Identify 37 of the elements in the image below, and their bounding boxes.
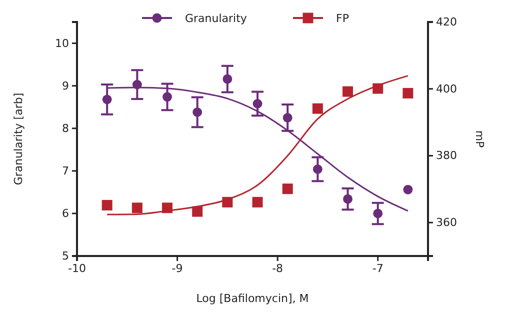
point (192, 206, 203, 217)
point (282, 184, 293, 194)
x-tick-label: -10 (68, 262, 86, 275)
point (312, 164, 322, 174)
y-tick-label: 9 (62, 79, 69, 92)
x-tick-label: -7 (372, 262, 384, 275)
y-tick-label: 5 (62, 250, 69, 263)
y2-tick-label: 420 (436, 16, 457, 29)
y2-tick-label: 380 (436, 149, 457, 162)
y2-tick-label: 360 (436, 216, 457, 230)
legend-label: Granularity (185, 12, 248, 25)
point (162, 92, 172, 102)
point (312, 103, 323, 114)
point (373, 208, 383, 218)
y-tick-label: 7 (62, 164, 69, 178)
point (222, 74, 232, 84)
x-tick-label: -8 (272, 262, 284, 275)
point (342, 86, 354, 97)
y-axis-title: Granularity [arb] (12, 92, 25, 186)
y-tick-label: 6 (62, 206, 69, 220)
point (192, 107, 202, 117)
y2-tick-label: 400 (436, 82, 457, 96)
x-axis-title: Log [Bafilomycin], M (196, 292, 309, 305)
y2-axis-title: mP (473, 130, 486, 148)
point (102, 94, 112, 104)
point (102, 200, 112, 210)
point (282, 113, 292, 122)
y-tick-label: 10 (55, 36, 69, 50)
point (403, 184, 413, 194)
point (402, 88, 414, 98)
point (252, 196, 263, 208)
legend-label: FP (336, 12, 350, 25)
y-tick-label: 8 (62, 122, 69, 135)
point (132, 202, 142, 214)
x-tick-label: -9 (172, 262, 183, 275)
point (343, 194, 352, 204)
point (252, 98, 262, 108)
